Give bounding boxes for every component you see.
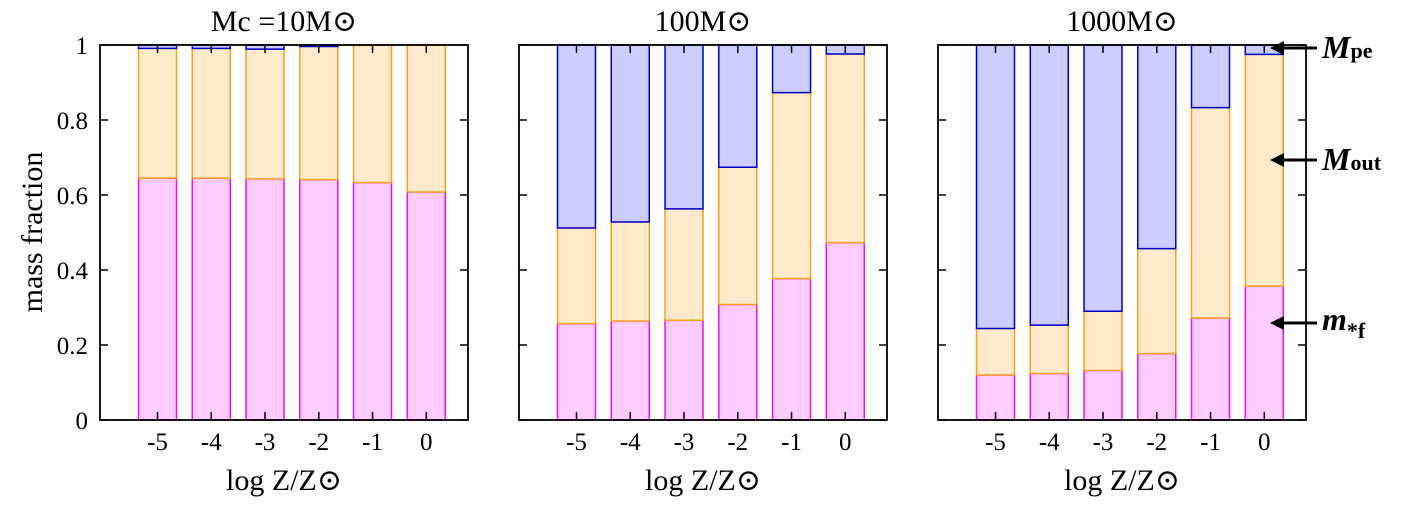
x-tick-label: -1 <box>1200 429 1221 456</box>
bar-out--1 <box>352 44 393 184</box>
bar-out-0 <box>406 44 447 193</box>
x-tick-label: -2 <box>308 429 329 456</box>
bar-star--3 <box>245 178 285 421</box>
bar-pe--4 <box>610 44 651 223</box>
x-tick-label: -3 <box>255 429 276 456</box>
bar-out--3 <box>664 208 704 321</box>
x-tick-label: 0 <box>1258 429 1271 456</box>
y-tick-label: 0.4 <box>57 258 89 285</box>
x-tick-label: -5 <box>985 429 1006 456</box>
bar-pe--5 <box>975 44 1016 330</box>
mout-annotation: Mout <box>1270 141 1382 177</box>
mpe-arrowhead <box>1270 41 1284 55</box>
bar-out--2 <box>718 166 758 306</box>
bar-out-0 <box>1244 53 1285 287</box>
bar-out--5 <box>975 327 1016 376</box>
mpe-label: Mpe <box>1321 29 1373 65</box>
panel-title: 100M⊙ <box>655 5 752 38</box>
bar-star--4 <box>610 320 651 421</box>
panel-3: -5 -4 -3 -2 -1 0 1000M⊙ log Z/Z⊙ <box>937 5 1307 497</box>
mout-label: Mout <box>1321 141 1382 177</box>
x-tick-label: 0 <box>839 429 852 456</box>
panel-title: Mc =10M⊙ <box>211 5 357 38</box>
bar-out--1 <box>771 91 812 280</box>
legend-annotations: Mpe Mout m*f <box>1270 29 1382 343</box>
bar-star--3 <box>664 319 704 421</box>
bar-out--2 <box>299 45 339 181</box>
bar-out--3 <box>1083 310 1123 372</box>
bar-out--2 <box>1137 247 1177 355</box>
x-tick-label: -5 <box>566 429 587 456</box>
bar-pe--2 <box>718 44 758 168</box>
mpe-annotation: Mpe <box>1270 29 1373 65</box>
plot-frame <box>937 44 1307 421</box>
mstar-label: m*f <box>1322 301 1366 343</box>
y-tick-label: 0.2 <box>57 333 88 360</box>
bar-star-0 <box>1244 285 1285 421</box>
bar-out--4 <box>610 221 651 322</box>
x-axis-title: log Z/Z⊙ <box>645 464 761 497</box>
y-tick-label: 0.6 <box>57 183 88 210</box>
bar-star--2 <box>718 303 758 421</box>
panel-title: 1000M⊙ <box>1066 5 1178 38</box>
y-tick-label: 0 <box>76 408 89 435</box>
bar-star--2 <box>299 178 339 421</box>
bar-out--3 <box>245 48 285 180</box>
x-tick-label: -3 <box>1093 429 1114 456</box>
panel-1: -5 -4 -3 -2 -1 0 0 0.2 0.4 0.6 0.8 1 Mc =10M⊙ log Z/Z… <box>57 5 469 497</box>
bar-out--5 <box>137 47 178 179</box>
x-tick-label: -4 <box>201 429 222 456</box>
x-axis-title: log Z/Z⊙ <box>1064 464 1180 497</box>
bar-star--5 <box>137 177 178 421</box>
y-tick-label: 0.8 <box>57 108 88 135</box>
x-tick-label: -3 <box>674 429 695 456</box>
bar-pe--3 <box>664 44 704 210</box>
x-tick-label: -4 <box>1039 429 1060 456</box>
bar-star--2 <box>1137 352 1177 421</box>
mstar-arrowhead <box>1270 316 1284 330</box>
x-tick-label: -1 <box>781 429 802 456</box>
panel-2: -5 -4 -3 -2 -1 0 100M⊙ log Z/Z⊙ <box>518 5 888 497</box>
bar-out--5 <box>556 227 597 325</box>
x-tick-label: -1 <box>362 429 383 456</box>
x-tick-label: -2 <box>1146 429 1167 456</box>
mout-arrowhead <box>1270 153 1284 167</box>
x-tick-label: -5 <box>147 429 168 456</box>
x-tick-label: 0 <box>420 429 433 456</box>
x-axis-title: log Z/Z⊙ <box>226 464 342 497</box>
bar-star--3 <box>1083 369 1123 421</box>
bar-pe--5 <box>556 44 597 229</box>
bar-out--4 <box>1029 324 1070 375</box>
mstar-annotation: m*f <box>1270 301 1366 343</box>
bar-star--1 <box>352 181 393 421</box>
bar-pe--3 <box>1083 44 1123 312</box>
bar-star--1 <box>771 277 812 421</box>
bar-out--4 <box>191 47 232 179</box>
bar-pe--4 <box>1029 44 1070 326</box>
x-tick-label: -4 <box>620 429 641 456</box>
bar-pe--2 <box>1137 44 1177 250</box>
bar-star--1 <box>1190 317 1231 421</box>
bar-out-0 <box>825 53 866 244</box>
plot-frame <box>99 44 469 421</box>
y-axis-title: mass fraction <box>16 152 49 313</box>
chart-panels: -5 -4 -3 -2 -1 0 0 0.2 0.4 0.6 0.8 1 Mc =10M⊙ log Z/Z… <box>57 5 1307 497</box>
bar-star-0 <box>406 191 447 421</box>
bar-star--4 <box>191 177 232 421</box>
bar-star-0 <box>825 241 866 421</box>
plot-frame <box>518 44 888 421</box>
bar-star--5 <box>556 322 597 421</box>
y-tick-label: 1 <box>76 33 89 60</box>
x-tick-label: -2 <box>727 429 748 456</box>
bar-out--1 <box>1190 106 1231 319</box>
bar-pe--1 <box>1190 44 1231 109</box>
